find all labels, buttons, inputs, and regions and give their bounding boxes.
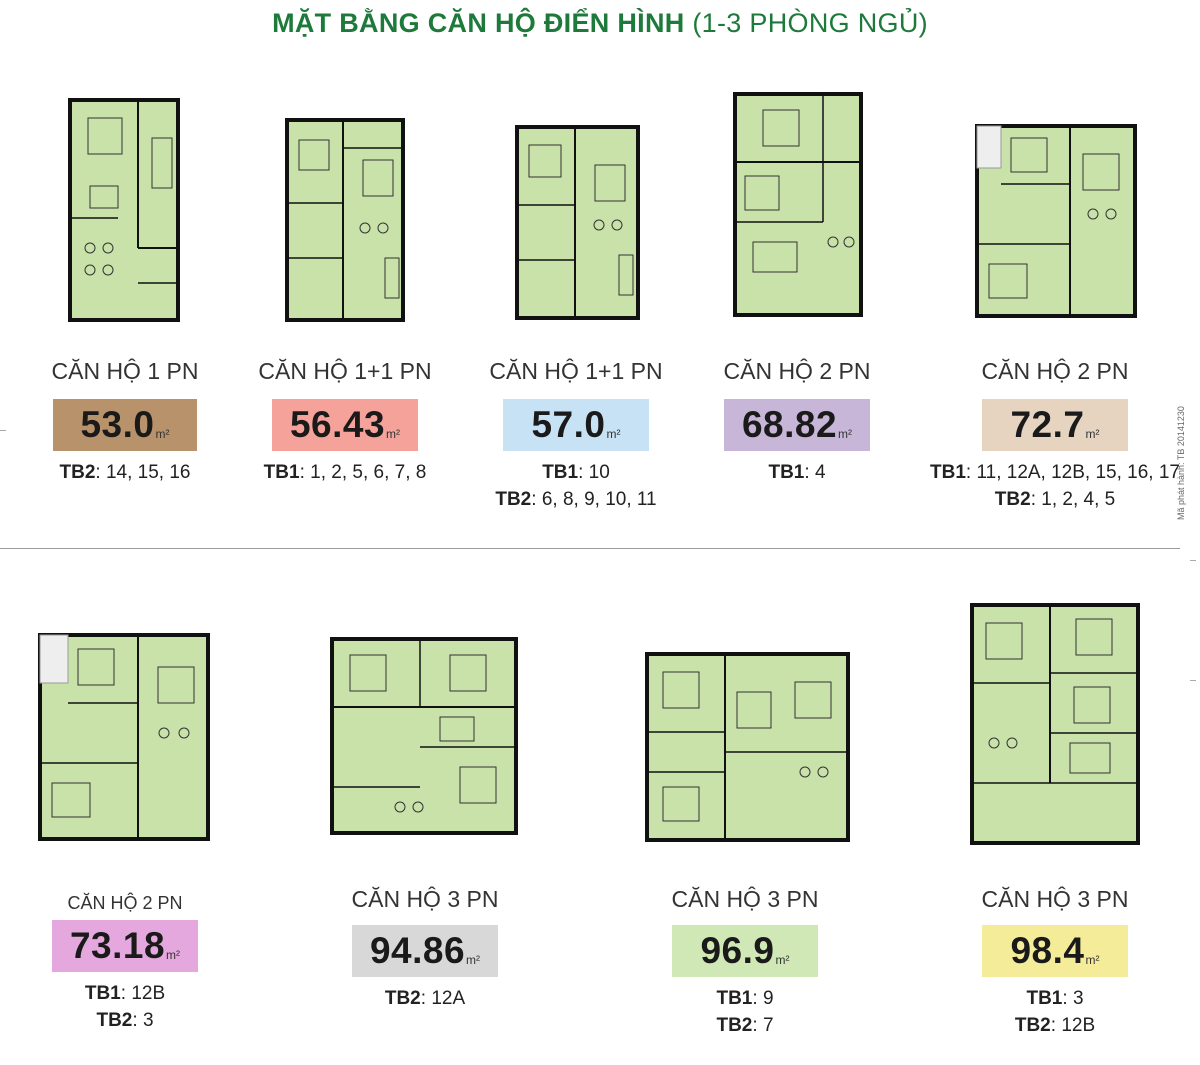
code-line: TB2: 12B xyxy=(1014,1015,1096,1036)
area-badge: 53.0 m² xyxy=(53,399,197,451)
unit-label: CĂN HỘ 2 PN xyxy=(723,358,871,384)
area-value: 73.18 xyxy=(69,925,166,966)
area-badge: 98.4 m² xyxy=(982,925,1128,977)
code-line: TB1: 10 xyxy=(542,462,610,483)
area-unit: m² xyxy=(1085,953,1100,967)
code-line: TB1: 3 xyxy=(1026,988,1084,1009)
code-line: TB1: 4 xyxy=(768,462,826,483)
area-unit: m² xyxy=(1085,427,1100,441)
area-value: 57.0 xyxy=(531,404,606,445)
code-line: TB2: 7 xyxy=(716,1015,774,1036)
title-sub: (1-3 PHÒNG NGỦ) xyxy=(692,8,928,38)
area-badge: 94.86 m² xyxy=(352,925,498,977)
unit-card: CĂN HỘ 3 PN 98.4 m² TB1: 3 TB2: 12B xyxy=(955,886,1155,1039)
unit-card: CĂN HỘ 3 PN 96.9 m² TB1: 9 TB2: 7 xyxy=(645,886,845,1039)
code-line: TB1: 12B xyxy=(84,983,166,1004)
unit-card: CĂN HỘ 1 PN 53.0 m² TB2: 14, 15, 16 xyxy=(25,358,225,486)
code-line: TB2: 12A xyxy=(384,988,466,1009)
code-line: TB1: 11, 12A, 12B, 15, 16, 17 xyxy=(930,462,1180,483)
unit-label: CĂN HỘ 3 PN xyxy=(671,886,819,912)
area-badge: 96.9 m² xyxy=(672,925,818,977)
area-badge: 57.0 m² xyxy=(503,399,649,451)
area-value: 96.9 xyxy=(700,930,775,971)
tower-codes: TB1: 11, 12A, 12B, 15, 16, 17 TB2: 1, 2,… xyxy=(925,459,1185,513)
code-line: TB2: 1, 2, 4, 5 xyxy=(994,489,1116,510)
unit-card: CĂN HỘ 1+1 PN 56.43 m² TB1: 1, 2, 5, 6, 7… xyxy=(245,358,445,486)
unit-card: CĂN HỘ 1+1 PN 57.0 m² TB1: 10 TB2: 6, 8, … xyxy=(476,358,676,513)
tower-codes: TB1: 12B TB2: 3 xyxy=(25,980,225,1034)
margin-tick xyxy=(1190,680,1196,681)
unit-label: CĂN HỘ 2 PN xyxy=(981,358,1129,384)
unit-card: CĂN HỘ 2 PN 68.82 m² TB1: 4 xyxy=(697,358,897,486)
unit-label: CĂN HỘ 3 PN xyxy=(981,886,1129,912)
unit-label: CĂN HỘ 2 PN xyxy=(67,893,183,913)
area-unit: m² xyxy=(606,427,621,441)
floor-plan-3pn-c xyxy=(970,603,1140,845)
code-line: TB2: 6, 8, 9, 10, 11 xyxy=(495,489,657,510)
area-unit: m² xyxy=(166,948,181,962)
floor-plan-3pn-b xyxy=(645,652,850,842)
area-value: 94.86 xyxy=(369,930,466,971)
floor-plan-1pn xyxy=(68,98,180,322)
area-badge: 72.7 m² xyxy=(982,399,1128,451)
unit-label: CĂN HỘ 1 PN xyxy=(51,358,199,384)
code-line: TB2: 14, 15, 16 xyxy=(59,462,191,483)
area-badge: 73.18 m² xyxy=(52,920,198,972)
area-value: 56.43 xyxy=(289,404,386,445)
floor-plan-3pn-a xyxy=(330,637,518,835)
floor-plan-2pn-c xyxy=(38,633,210,841)
section-divider xyxy=(0,548,1180,549)
tower-codes: TB1: 4 xyxy=(697,459,897,486)
area-unit: m² xyxy=(386,427,401,441)
margin-tick xyxy=(1190,560,1196,561)
tower-codes: TB1: 1, 2, 5, 6, 7, 8 xyxy=(245,459,445,486)
title-main: MẶT BẰNG CĂN HỘ ĐIỂN HÌNH xyxy=(272,8,685,38)
area-unit: m² xyxy=(155,427,170,441)
unit-card: CĂN HỘ 2 PN 72.7 m² TB1: 11, 12A, 12B, 15… xyxy=(925,358,1185,513)
tower-codes: TB1: 3 TB2: 12B xyxy=(955,985,1155,1039)
tower-codes: TB2: 14, 15, 16 xyxy=(25,459,225,486)
area-value: 72.7 xyxy=(1010,404,1085,445)
area-value: 53.0 xyxy=(80,404,155,445)
area-unit: m² xyxy=(838,427,853,441)
area-badge: 56.43 m² xyxy=(272,399,418,451)
tower-codes: TB2: 12A xyxy=(325,985,525,1012)
margin-tick xyxy=(0,430,6,431)
area-unit: m² xyxy=(466,953,481,967)
unit-card: CĂN HỘ 3 PN 94.86 m² TB2: 12A xyxy=(325,886,525,1012)
area-value: 98.4 xyxy=(1010,930,1085,971)
unit-label: CĂN HỘ 3 PN xyxy=(351,886,499,912)
floor-plan-1-1pn-b xyxy=(515,125,640,320)
unit-label: CĂN HỘ 1+1 PN xyxy=(258,358,432,384)
page-title: MẶT BẰNG CĂN HỘ ĐIỂN HÌNH (1-3 PHÒNG NGỦ… xyxy=(0,8,1200,39)
unit-card: CĂN HỘ 2 PN 73.18 m² TB1: 12B TB2: 3 xyxy=(25,893,225,1034)
floor-plan-2pn-a xyxy=(733,92,863,317)
unit-label: CĂN HỘ 1+1 PN xyxy=(489,358,663,384)
code-line: TB1: 1, 2, 5, 6, 7, 8 xyxy=(263,462,427,483)
tower-codes: TB1: 10 TB2: 6, 8, 9, 10, 11 xyxy=(476,459,676,513)
tower-codes: TB1: 9 TB2: 7 xyxy=(645,985,845,1039)
floor-plan-1-1pn-a xyxy=(285,118,405,322)
area-unit: m² xyxy=(775,953,790,967)
area-value: 68.82 xyxy=(741,404,838,445)
code-line: TB1: 9 xyxy=(716,988,774,1009)
area-badge: 68.82 m² xyxy=(724,399,870,451)
code-line: TB2: 3 xyxy=(96,1010,154,1031)
floor-plan-2pn-b xyxy=(975,124,1137,318)
